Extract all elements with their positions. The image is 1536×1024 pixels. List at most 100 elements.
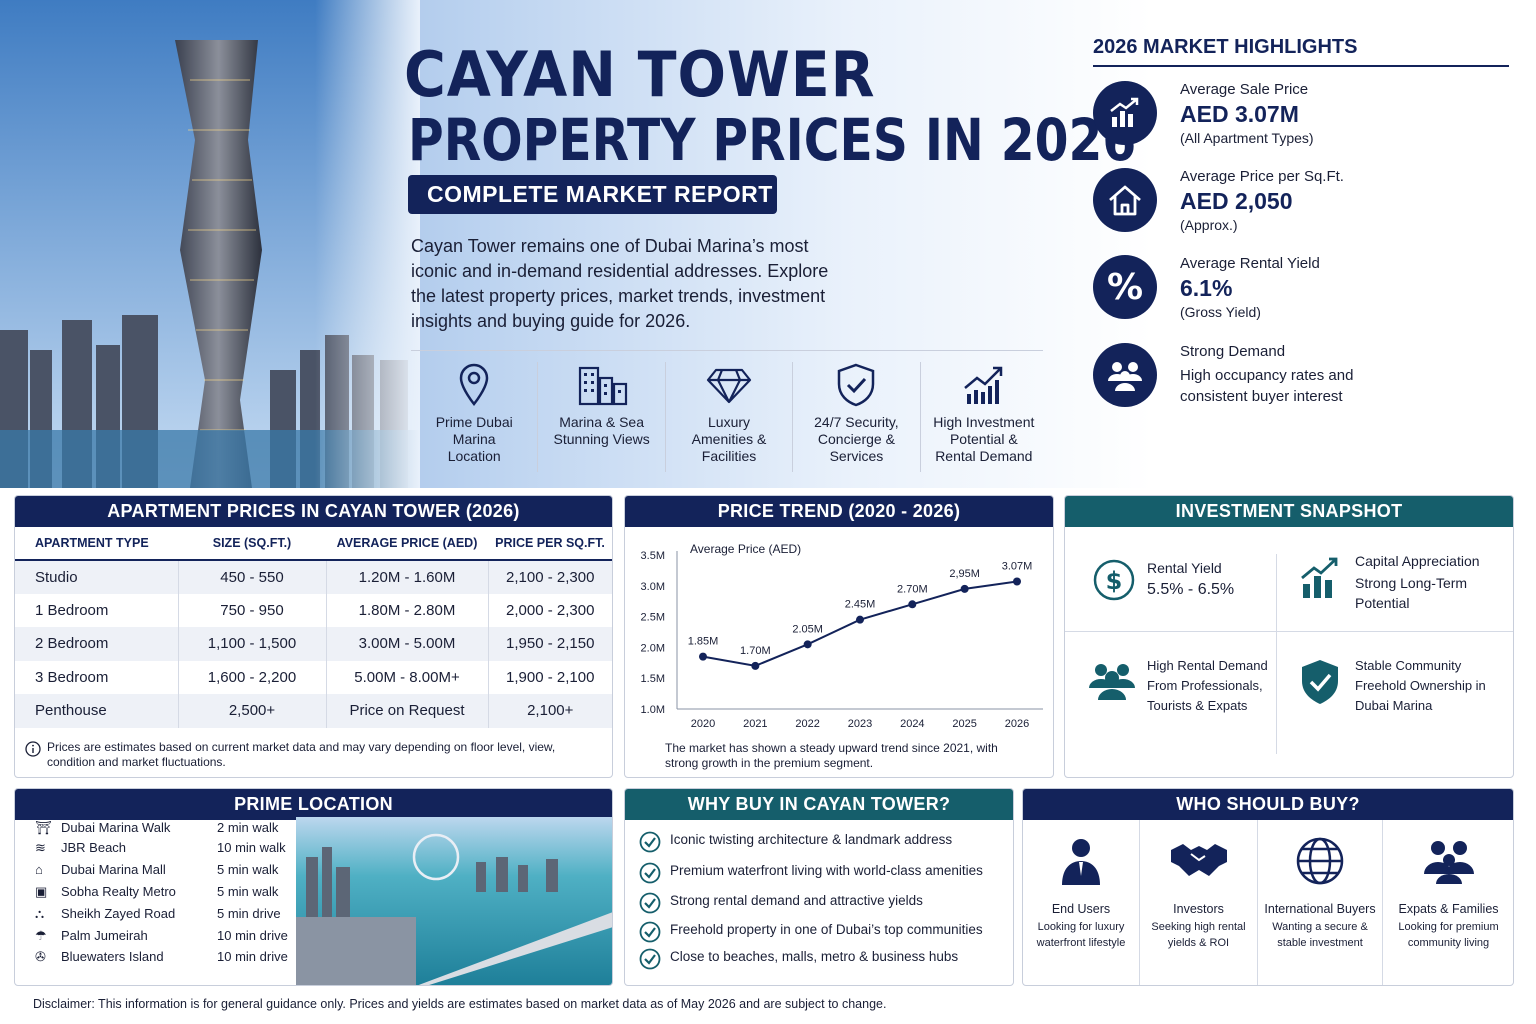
check-circle-icon bbox=[639, 921, 661, 943]
growth-chart-icon bbox=[964, 366, 1003, 404]
table-row: 3 Bedroom 1,600 - 2,200 5.00M - 8.00M+ 1,90… bbox=[15, 660, 612, 694]
table-row: 2 Bedroom 1,100 - 1,500 3.00M - 5.00M 1,950… bbox=[15, 627, 612, 661]
data-point bbox=[960, 584, 969, 593]
data-point bbox=[751, 661, 760, 670]
disclaimer-text: Disclaimer: This information is for gene… bbox=[33, 997, 887, 1011]
page-title-line2: PROPERTY PRICES IN 2026 bbox=[408, 106, 1137, 174]
trend-note: The market has shown a steady upward tre… bbox=[665, 741, 998, 770]
buyer-label: Investors bbox=[1173, 902, 1224, 916]
reason-item: Freehold property in one of Dubai’s top … bbox=[639, 921, 983, 946]
panel-title: WHO SHOULD BUY? bbox=[1023, 789, 1513, 820]
table-cell: 5.00M - 8.00M+ bbox=[326, 660, 489, 694]
x-tick-label: 2022 bbox=[795, 718, 819, 730]
buyer-desc: Looking for luxury waterfront lifestyle bbox=[1036, 921, 1126, 949]
data-point bbox=[908, 600, 917, 609]
buyer-international: International Buyers Wanting a secure & … bbox=[1258, 820, 1383, 985]
highlight-note: (Approx.) bbox=[1180, 217, 1238, 233]
highlight-note: (Gross Yield) bbox=[1180, 304, 1261, 320]
highlight-label: Average Price per Sq.Ft. bbox=[1180, 168, 1344, 185]
compass-icon: ✇ bbox=[35, 949, 46, 964]
handshake-icon bbox=[1170, 844, 1227, 876]
chart-axes: 1.0M 1.5M 2.0M 2.5M 3.0M 3.5M 2020 2021 2022 2023… bbox=[641, 550, 1043, 730]
hero-banner: CAYAN TOWER PROPERTY PRICES IN 2026 COMP… bbox=[0, 0, 1536, 488]
chart-up-icon bbox=[1093, 81, 1157, 145]
buildings-icon bbox=[578, 366, 627, 406]
table-row: 1 Bedroom 750 - 950 1.80M - 2.80M 2,000 - 2… bbox=[15, 593, 612, 627]
divider bbox=[411, 350, 1043, 351]
table-cell: 2,100+ bbox=[488, 694, 612, 728]
table-cell: 2,000 - 2,300 bbox=[506, 601, 595, 619]
buyer-desc: Seeking high rental yields & ROI bbox=[1151, 921, 1246, 949]
table-cell: 2,100 - 2,300 bbox=[488, 560, 612, 594]
table-cell: 1.80M - 2.80M bbox=[326, 593, 489, 627]
column-header: APARTMENT TYPE bbox=[15, 527, 178, 561]
table-cell: 3.00M - 5.00M bbox=[326, 627, 489, 661]
highlight-strong-demand: Strong Demand High occupancy rates and c… bbox=[1093, 343, 1509, 423]
walkway-icon: ⛩ bbox=[35, 820, 52, 835]
table-header-row: APARTMENT TYPE SIZE (SQ.FT.) AVERAGE PRI… bbox=[15, 527, 612, 561]
reason-text: Close to beaches, malls, metro & busines… bbox=[670, 949, 959, 964]
check-circle-icon bbox=[639, 948, 661, 970]
feature-amenities: Luxury Amenities & Facilities bbox=[666, 362, 794, 472]
panel-title: WHY BUY IN CAYAN TOWER? bbox=[625, 789, 1013, 820]
snapshot-label: Capital Appreciation bbox=[1355, 553, 1480, 569]
buyer-label: End Users bbox=[1051, 902, 1111, 916]
feature-label: 24/7 Security, Concierge & Services bbox=[814, 414, 899, 464]
feature-investment: High Investment Potential & Rental Deman… bbox=[921, 362, 1047, 472]
table-cell: Penthouse bbox=[15, 694, 179, 728]
y-tick-label: 3.5M bbox=[641, 550, 665, 562]
highlight-rental-yield: % Average Rental Yield 6.1% (Gross Yield… bbox=[1093, 255, 1509, 335]
percent-icon: % bbox=[1093, 255, 1157, 319]
reason-item: Iconic twisting architecture & landmark … bbox=[639, 831, 952, 856]
road-icon: ⛬ bbox=[35, 906, 45, 921]
data-point bbox=[803, 640, 812, 649]
data-label: 2,95M bbox=[949, 568, 980, 580]
panel-title: PRICE TREND (2020 - 2026) bbox=[625, 496, 1053, 527]
intro-text: Cayan Tower remains one of Dubai Marina’… bbox=[411, 236, 829, 331]
price-note: Prices are estimates based on current ma… bbox=[25, 740, 585, 770]
who-should-buy-panel: WHO SHOULD BUY? End Users Looking for lu… bbox=[1022, 788, 1514, 986]
table-cell: 1.20M - 1.60M bbox=[326, 560, 489, 594]
why-buy-panel: WHY BUY IN CAYAN TOWER? Iconic twisting … bbox=[624, 788, 1014, 986]
shopping-bag-icon: ⌂ bbox=[35, 862, 43, 877]
snapshot-value: From Professionals, Tourists & Expats bbox=[1147, 678, 1263, 713]
snapshot-rental-demand: High Rental Demand From Professionals, T… bbox=[1147, 656, 1277, 716]
svg-text:$: $ bbox=[1106, 567, 1123, 595]
table-row: Penthouse 2,500+ Price on Request 2,100+ bbox=[15, 694, 612, 728]
snapshot-value: 5.5% - 6.5% bbox=[1147, 581, 1235, 598]
y-tick-label: 1.0M bbox=[641, 704, 665, 716]
table-cell: Studio bbox=[15, 560, 179, 594]
x-tick-label: 2020 bbox=[691, 718, 715, 730]
column-header: SIZE (SQ.FT.) bbox=[178, 527, 326, 561]
bar-growth-icon bbox=[1301, 557, 1338, 598]
info-icon bbox=[25, 741, 41, 757]
feature-label: High Investment Potential & Rental Deman… bbox=[933, 414, 1035, 464]
highlight-label: Strong Demand bbox=[1180, 343, 1286, 360]
y-tick-label: 2.0M bbox=[641, 642, 665, 654]
feature-label: Marina & Sea Stunning Views bbox=[553, 414, 650, 447]
price-table: APARTMENT TYPE SIZE (SQ.FT.) AVERAGE PRI… bbox=[15, 527, 612, 728]
x-tick-label: 2024 bbox=[900, 718, 924, 730]
x-tick-label: 2023 bbox=[848, 718, 872, 730]
buyer-label: Expats & Families bbox=[1398, 902, 1499, 916]
house-icon bbox=[1093, 168, 1157, 232]
feature-location: Prime Dubai Marina Location bbox=[411, 362, 539, 472]
shield-icon bbox=[1302, 660, 1338, 704]
check-circle-icon bbox=[639, 831, 661, 853]
check-circle-icon bbox=[639, 862, 661, 884]
feature-views: Marina & Sea Stunning Views bbox=[538, 362, 666, 472]
reason-item: Strong rental demand and attractive yiel… bbox=[639, 892, 923, 917]
table-cell: Price on Request bbox=[326, 694, 489, 728]
apartment-prices-panel: APARTMENT PRICES IN CAYAN TOWER (2026) A… bbox=[14, 495, 613, 778]
location-pin-icon bbox=[459, 363, 489, 406]
table-cell: 1 Bedroom bbox=[15, 593, 179, 627]
data-label: 2.05M bbox=[792, 623, 823, 635]
globe-icon bbox=[1296, 837, 1344, 885]
table-row: Studio 450 - 550 1.20M - 1.60M 2,100 - 2,30… bbox=[15, 560, 612, 594]
note-text: Prices are estimates based on current ma… bbox=[47, 740, 556, 769]
family-icon bbox=[1423, 841, 1474, 884]
snapshot-label: Rental Yield bbox=[1147, 560, 1222, 576]
highlight-value: AED 3.07M bbox=[1180, 101, 1299, 127]
snapshot-value: Freehold Ownership in Dubai Marina bbox=[1355, 678, 1486, 713]
feature-label: Luxury Amenities & Facilities bbox=[691, 414, 767, 464]
